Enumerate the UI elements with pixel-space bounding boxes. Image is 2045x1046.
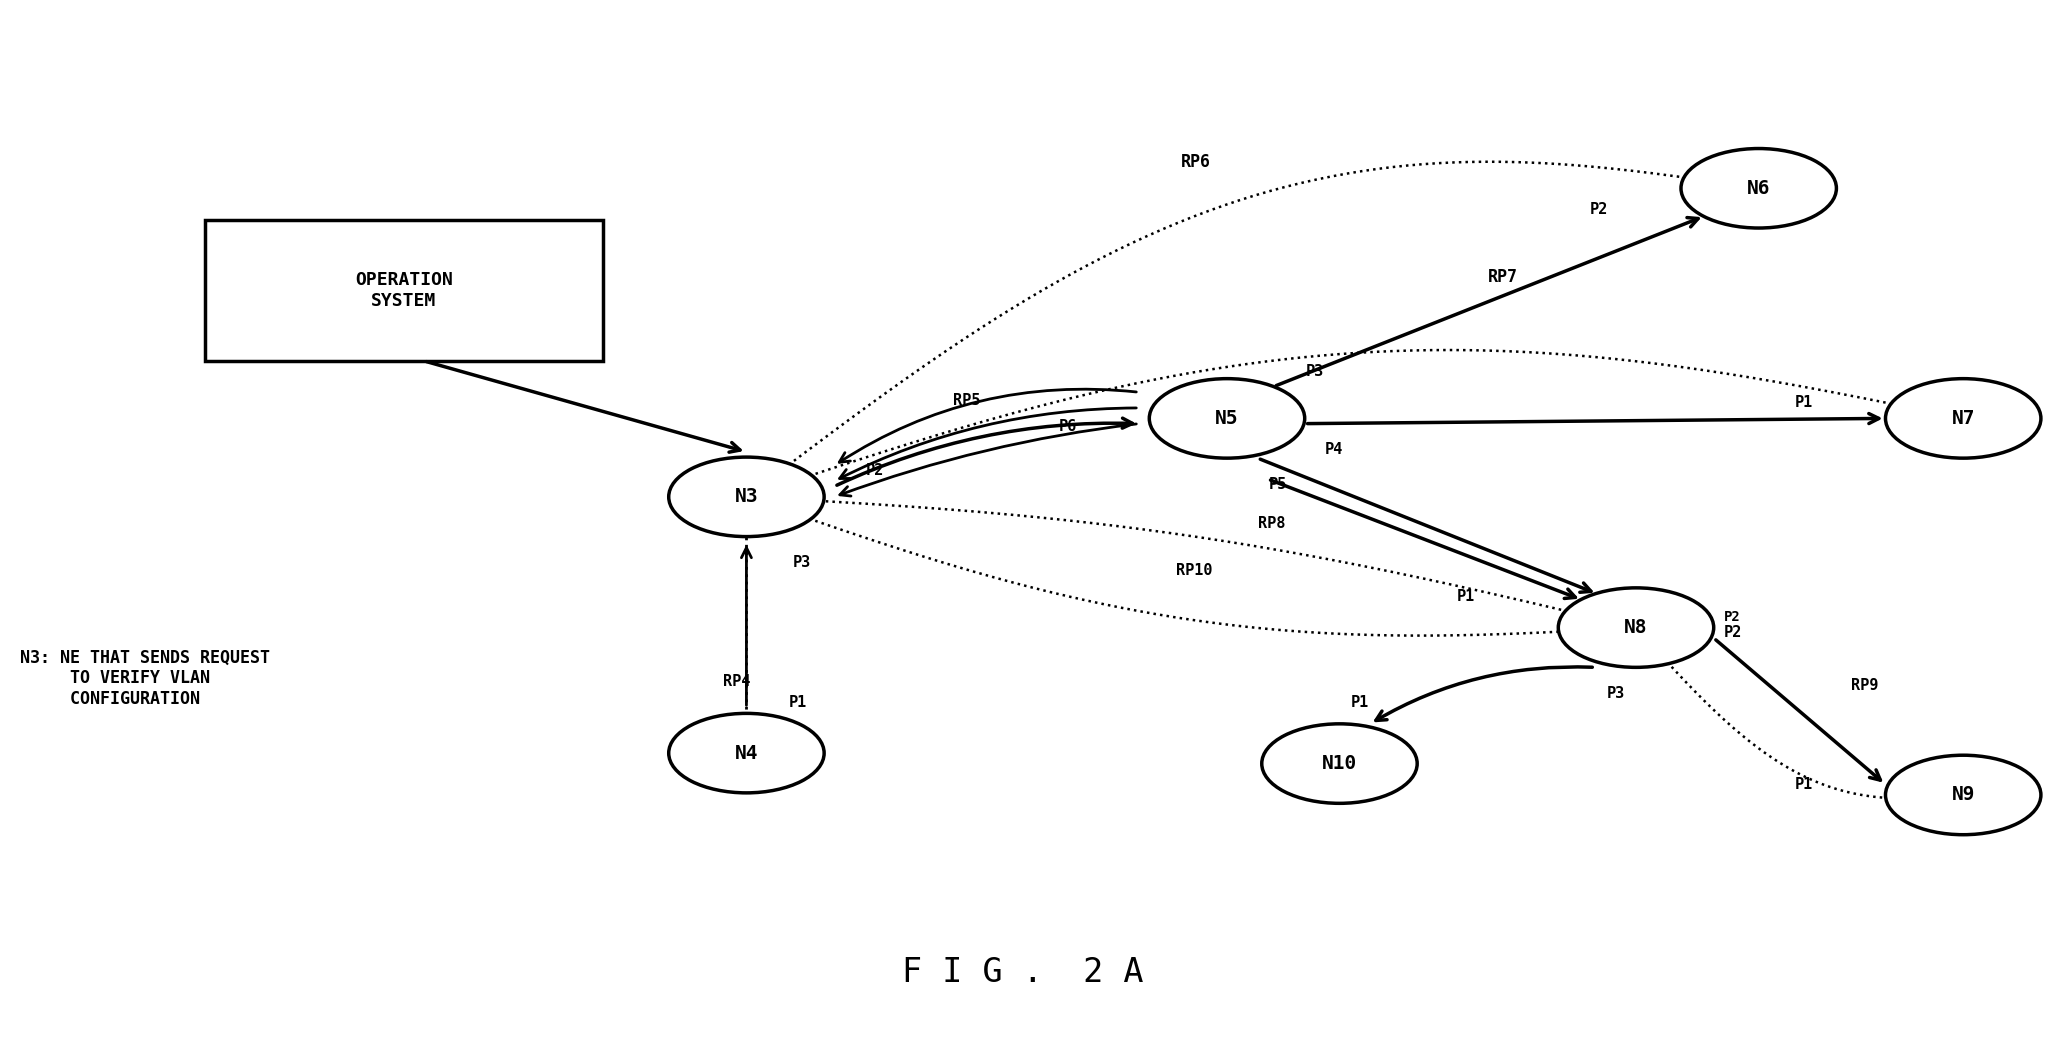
Circle shape (1885, 755, 2041, 835)
Text: RP7: RP7 (1489, 268, 1517, 287)
Text: P3: P3 (793, 555, 810, 570)
Text: P1: P1 (1796, 395, 1812, 410)
Circle shape (1262, 724, 1417, 803)
Text: P6: P6 (1059, 419, 1076, 434)
Text: RP10: RP10 (1176, 563, 1213, 577)
Text: RP4: RP4 (722, 675, 751, 689)
Text: N8: N8 (1624, 618, 1648, 637)
Text: N3: NE THAT SENDS REQUEST
     TO VERIFY VLAN
     CONFIGURATION: N3: NE THAT SENDS REQUEST TO VERIFY VLAN… (20, 649, 270, 708)
Text: RP9: RP9 (1851, 678, 1877, 692)
Text: P5: P5 (1270, 477, 1286, 492)
Text: P1: P1 (789, 696, 806, 710)
Text: N6: N6 (1746, 179, 1771, 198)
Text: P3: P3 (1307, 364, 1323, 379)
Text: F I G .  2 A: F I G . 2 A (902, 956, 1143, 990)
FancyBboxPatch shape (204, 220, 603, 361)
Circle shape (1681, 149, 1836, 228)
Text: P1: P1 (1796, 777, 1812, 792)
Text: N10: N10 (1321, 754, 1358, 773)
Circle shape (1885, 379, 2041, 458)
Text: P2: P2 (1724, 610, 1740, 624)
Text: P2: P2 (1724, 626, 1742, 640)
Text: P2: P2 (1591, 202, 1607, 217)
Circle shape (1558, 588, 1714, 667)
Text: P3: P3 (1607, 686, 1624, 701)
Text: N7: N7 (1951, 409, 1975, 428)
Text: RP8: RP8 (1258, 516, 1284, 530)
Text: P2: P2 (867, 463, 883, 478)
Text: P1: P1 (1352, 696, 1368, 710)
Circle shape (669, 713, 824, 793)
Text: N3: N3 (734, 487, 759, 506)
Text: N4: N4 (734, 744, 759, 763)
Text: OPERATION
SYSTEM: OPERATION SYSTEM (356, 271, 452, 310)
Circle shape (1149, 379, 1305, 458)
Circle shape (669, 457, 824, 537)
Text: RP5: RP5 (953, 392, 980, 408)
Text: N5: N5 (1215, 409, 1239, 428)
Text: P4: P4 (1325, 442, 1344, 457)
Text: RP6: RP6 (1182, 153, 1211, 172)
Text: N9: N9 (1951, 786, 1975, 804)
Text: P1: P1 (1458, 589, 1474, 604)
